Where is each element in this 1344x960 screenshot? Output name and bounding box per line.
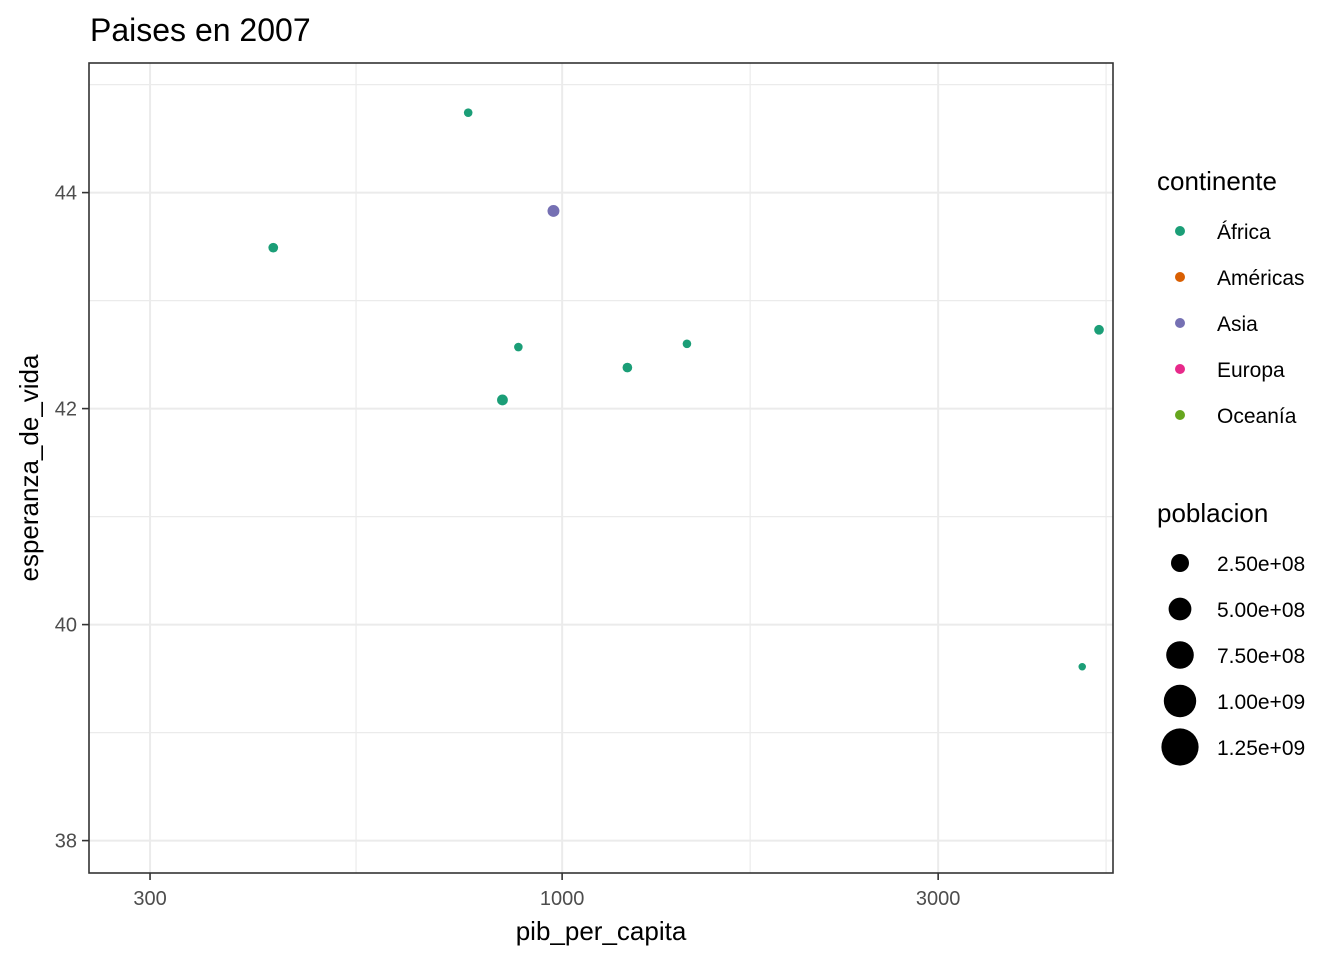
x-axis-title: pib_per_capita xyxy=(516,916,687,946)
legend-poblacion-key xyxy=(1161,728,1199,766)
minor-gridlines xyxy=(89,63,1113,873)
data-point xyxy=(547,205,560,217)
x-tick-label: 3000 xyxy=(916,888,961,910)
legend-continente-label: Asia xyxy=(1217,313,1258,336)
data-point xyxy=(514,342,523,352)
legend-poblacion-label: 1.00e+09 xyxy=(1217,691,1305,714)
legend-continente-label: África xyxy=(1217,221,1271,244)
x-tick-label: 1000 xyxy=(540,888,585,910)
y-tick-label: 40 xyxy=(55,615,77,637)
data-point xyxy=(497,394,508,406)
x-axis-ticks: 300 1000 3000 xyxy=(133,873,960,910)
legend-poblacion-label: 5.00e+08 xyxy=(1217,599,1305,622)
plot-border xyxy=(88,62,1114,874)
legend-continente-label: Oceanía xyxy=(1217,405,1297,428)
y-axis-title: esperanza_de_vida xyxy=(14,354,44,581)
data-points xyxy=(268,108,1104,671)
legend-continente-key xyxy=(1175,410,1185,420)
legend-continente-label: Europa xyxy=(1217,359,1285,382)
legend-poblacion-title: poblacion xyxy=(1157,498,1268,528)
legend-poblacion-key xyxy=(1163,684,1197,718)
y-tick-label: 42 xyxy=(55,399,77,421)
legend-continente-key xyxy=(1175,318,1185,328)
data-point xyxy=(1078,662,1086,671)
data-point xyxy=(622,362,633,373)
x-tick-label: 300 xyxy=(133,888,166,910)
legend-continente-key xyxy=(1175,226,1185,236)
legend-continente-key xyxy=(1175,272,1185,282)
chart-title: Paises en 2007 xyxy=(90,12,311,48)
legend-poblacion-key xyxy=(1168,597,1192,621)
plot-panel xyxy=(89,63,1113,873)
data-point xyxy=(682,339,692,349)
y-axis-ticks: 38 40 42 44 xyxy=(55,183,89,853)
legend-poblacion-label: 2.50e+08 xyxy=(1217,553,1305,576)
legend-continente-key xyxy=(1175,364,1185,374)
legend-continente-title: continente xyxy=(1157,166,1277,196)
legend-poblacion-key xyxy=(1171,554,1189,572)
legend-poblacion-key xyxy=(1166,641,1194,669)
y-tick-label: 44 xyxy=(55,183,77,205)
data-point xyxy=(463,108,473,117)
legend-poblacion-label: 1.25e+09 xyxy=(1217,737,1305,760)
legend-poblacion: poblacion 2.50e+08 5.00e+08 7.50e+08 1.00e+… xyxy=(1157,498,1305,766)
data-point xyxy=(1094,324,1104,335)
data-point xyxy=(268,242,279,253)
y-tick-label: 38 xyxy=(55,831,77,853)
legend-continente: continente África Américas Asia Europa Ocean… xyxy=(1157,166,1305,428)
legend-poblacion-label: 7.50e+08 xyxy=(1217,645,1305,668)
legend-continente-label: Américas xyxy=(1217,267,1305,290)
major-gridlines xyxy=(89,63,1113,873)
